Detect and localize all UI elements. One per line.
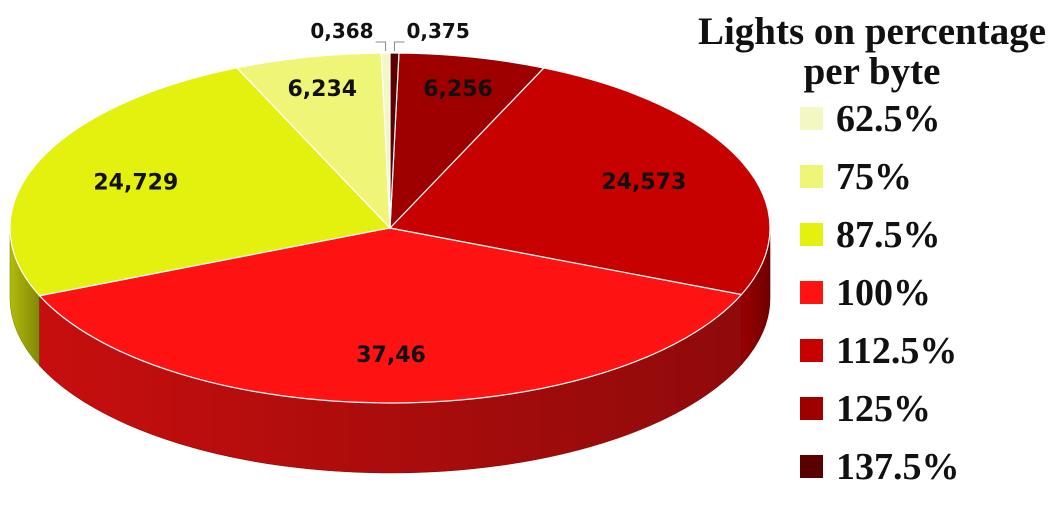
legend-label: 62.5% xyxy=(836,98,941,140)
slice-label: 24,573 xyxy=(601,170,686,195)
legend-label: 112.5% xyxy=(836,330,957,372)
legend-items: 62.5% 75% 87.5% 100% 112.5% 125% 137.5% xyxy=(800,98,960,488)
pie-side-shading xyxy=(39,294,742,474)
pie-slice-75- xyxy=(235,52,391,230)
slice-label: 6,234 xyxy=(288,77,358,102)
pie-side-walls xyxy=(9,227,771,474)
legend-label: 100% xyxy=(836,272,931,314)
slice-value-labels: 0,368 6,234 24,729 37,46 24,573 6,256 0,375 xyxy=(93,19,686,368)
legend-label: 125% xyxy=(836,388,931,430)
legend-title-line-2: per byte xyxy=(804,50,941,93)
legend-swatch xyxy=(800,397,823,420)
pie-slice-100- xyxy=(38,227,743,404)
legend-title-line-1: Lights on percentage xyxy=(698,10,1046,53)
slice-label: 37,46 xyxy=(356,343,426,368)
pie-slice-125- xyxy=(389,52,545,230)
legend-swatch xyxy=(800,339,823,362)
slice-label: 24,729 xyxy=(93,170,178,195)
legend-swatch xyxy=(800,281,823,304)
legend-swatch xyxy=(800,107,823,130)
slice-label: 0,368 xyxy=(310,19,373,43)
pie-slice-112-5- xyxy=(388,67,771,296)
pie-slices xyxy=(9,52,771,404)
leader-line xyxy=(393,41,405,52)
slice-label: 6,256 xyxy=(423,77,493,102)
legend: Lights on percentage per byte 62.5% 75% 87… xyxy=(698,10,1046,488)
pie-slice-87-5- xyxy=(9,67,392,297)
legend-label: 75% xyxy=(836,156,912,198)
callout-leader-lines xyxy=(375,41,405,52)
slice-label: 0,375 xyxy=(406,19,469,43)
legend-swatch xyxy=(800,223,823,246)
pie-slice-137-5- xyxy=(389,52,400,229)
legend-label: 87.5% xyxy=(836,214,941,256)
legend-label: 137.5% xyxy=(836,446,960,488)
legend-swatch xyxy=(800,165,823,188)
legend-swatch xyxy=(800,455,823,478)
leader-line xyxy=(375,41,387,52)
